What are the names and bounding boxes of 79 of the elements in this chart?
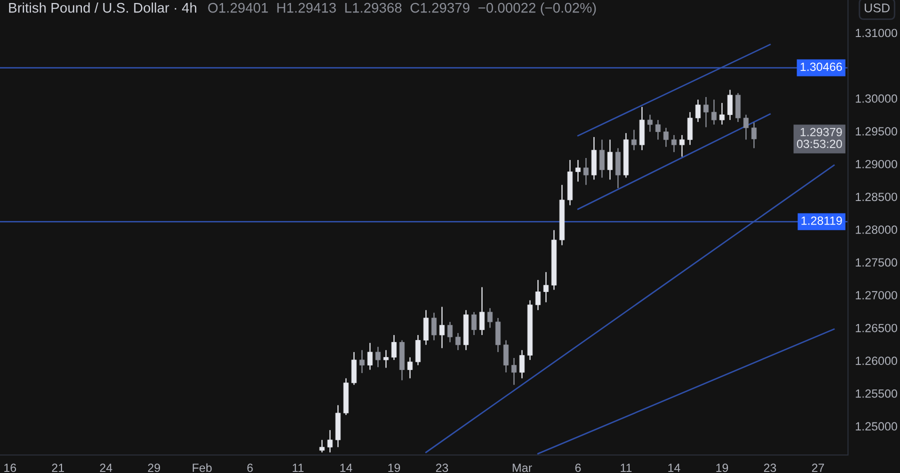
candlestick	[519, 350, 525, 379]
candlestick	[711, 99, 717, 126]
x-tick-label: 24	[100, 464, 112, 472]
candlestick	[743, 114, 749, 140]
candlestick	[439, 306, 445, 349]
candlestick	[751, 122, 757, 149]
x-tick-label: 6	[247, 464, 253, 472]
candlestick	[375, 346, 381, 368]
y-tick-label: 1.26500	[856, 324, 898, 332]
candlestick	[703, 96, 709, 128]
y-tick-label: 1.30000	[856, 94, 898, 103]
candlestick	[735, 92, 741, 122]
x-tick-label: 11	[292, 464, 304, 472]
x-tick-label: 6	[575, 464, 581, 472]
x-tick-label: 29	[148, 464, 160, 472]
x-tick-label: 23	[436, 464, 448, 472]
candlestick	[431, 312, 437, 341]
candlestick	[327, 430, 333, 453]
x-tick-label: Mar	[512, 464, 532, 472]
x-tick-label: 14	[668, 464, 680, 472]
y-tick-label: 1.25500	[856, 389, 898, 398]
y-tick-label: 1.27000	[856, 291, 898, 300]
candlestick	[671, 134, 677, 153]
candlestick	[351, 352, 357, 386]
candlestick	[607, 139, 613, 180]
candlestick	[487, 308, 493, 328]
candlestick	[503, 340, 509, 373]
chart-title: British Pound / U.S. Dollar · 4h	[9, 2, 196, 13]
ref-line-label: 1.28119	[802, 216, 842, 225]
candlestick	[495, 317, 501, 353]
candlestick	[647, 114, 653, 132]
y-tick-label: 1.31000	[856, 28, 898, 38]
y-tick-label: 1.27500	[856, 258, 898, 267]
candlestick	[575, 159, 581, 182]
x-tick-label: 19	[716, 464, 728, 472]
y-tick-label: 1.29000	[856, 160, 898, 168]
x-tick-label: 19	[388, 464, 400, 472]
candlestick	[391, 334, 397, 360]
candlestick	[687, 112, 693, 146]
candlestick	[695, 99, 701, 122]
candlestick	[655, 119, 661, 140]
candlestick	[583, 157, 589, 186]
x-tick-label: 14	[340, 464, 352, 472]
candlestick	[615, 148, 621, 189]
x-tick-label: 27	[812, 464, 824, 472]
x-tick-label: 16	[4, 464, 16, 472]
candlestick	[455, 332, 461, 351]
ref-line-label: 1.30466	[800, 62, 842, 71]
candlestick	[407, 356, 413, 379]
candlestick	[423, 310, 429, 346]
candlestick	[663, 127, 669, 148]
y-axis-title: USD	[864, 4, 890, 12]
x-tick-label: 23	[764, 464, 776, 472]
candlestick	[319, 439, 325, 453]
candlestick	[511, 357, 517, 386]
candlestick	[543, 272, 549, 303]
candlestick	[367, 342, 373, 370]
y-tick-label: 1.25000	[856, 422, 898, 431]
candlestick	[679, 134, 685, 158]
candlestick	[631, 129, 637, 151]
candlestick	[599, 139, 605, 178]
candlestick	[471, 312, 477, 336]
y-tick-label: 1.29500	[856, 127, 898, 136]
candlestick	[535, 279, 541, 311]
annotation: 1.29379 03:53:20	[796, 128, 842, 148]
candlestick	[447, 321, 453, 343]
x-tick-label: 11	[620, 464, 632, 472]
candlestick	[359, 350, 365, 374]
y-tick-label: 1.28500	[856, 192, 898, 202]
candlestick	[383, 350, 389, 368]
x-tick-label: Feb	[192, 463, 212, 472]
candlestick	[415, 334, 421, 366]
y-tick-label: 1.26000	[856, 356, 898, 365]
x-tick-label: 21	[52, 464, 64, 472]
y-tick-label: 1.28000	[856, 226, 898, 234]
candlestick	[719, 102, 725, 126]
candlestick	[727, 89, 733, 121]
candlestick	[479, 286, 485, 336]
chart-subtitle: O1.29401 H1.29413 L1.29368 C1.29379 −0.00022 (−0.02%)	[208, 2, 596, 16]
